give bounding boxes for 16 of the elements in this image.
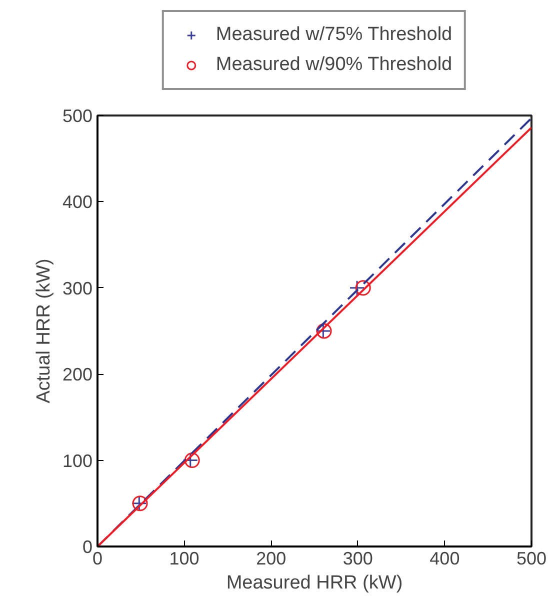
x-tick-label: 500 [516, 548, 547, 568]
point [355, 280, 371, 296]
x-tick-label: 300 [342, 548, 373, 568]
point [349, 280, 365, 296]
x-tick-label: 400 [430, 548, 460, 568]
y-axis-title: Actual HRR (kW) [33, 258, 54, 404]
x-axis-title: Measured HRR (kW) [226, 572, 403, 594]
x-tick-label: 200 [256, 548, 286, 568]
y-tick-label: 100 [62, 450, 93, 471]
y-tick-label: 500 [62, 106, 93, 126]
legend-label: Measured w/90% Threshold [216, 54, 452, 76]
y-tick-label: 200 [62, 364, 93, 385]
y-tick-label: 400 [62, 192, 93, 212]
x-tick-label: 100 [169, 548, 200, 568]
y-tick-label: 300 [62, 278, 93, 298]
legend-label: Measured w/75% Threshold [216, 24, 452, 46]
